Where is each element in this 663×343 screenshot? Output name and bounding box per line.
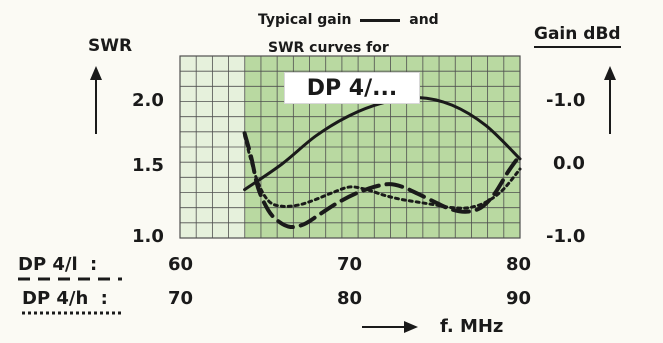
right-tick: 0.0 bbox=[553, 153, 585, 174]
plot-border bbox=[179, 55, 521, 239]
left-tick: 2.0 bbox=[132, 90, 164, 111]
title-typical-gain: Typical gain bbox=[258, 12, 352, 28]
frequency-axis-arrow-head bbox=[404, 321, 418, 333]
x-tick: 60 bbox=[168, 254, 194, 275]
title-line-1: Typical gain and bbox=[258, 12, 439, 28]
gain-axis-arrow-head bbox=[604, 66, 616, 80]
left-tick: 1.5 bbox=[132, 155, 164, 176]
gain-legend-line bbox=[360, 18, 401, 22]
model-label: DP 4/... bbox=[284, 72, 420, 104]
x-tick: 80 bbox=[506, 254, 532, 275]
swr-axis-arrow-head bbox=[90, 66, 102, 80]
left-tick: 1.0 bbox=[132, 226, 164, 247]
x-tick: 70 bbox=[337, 254, 363, 275]
title-line-2: SWR curves for bbox=[268, 40, 389, 56]
left-axis-label: SWR bbox=[88, 36, 133, 56]
x-row-label-dp4h: DP 4/h : bbox=[22, 288, 108, 309]
title-and: and bbox=[409, 12, 439, 28]
x-row-label-dp4l: DP 4/l : bbox=[18, 254, 98, 275]
x-tick: 70 bbox=[168, 288, 194, 309]
x-tick: 80 bbox=[337, 288, 363, 309]
x-axis-label: f. MHz bbox=[440, 316, 504, 337]
swr-curve-dotted bbox=[243, 134, 522, 210]
right-tick: -1.0 bbox=[546, 226, 586, 247]
right-tick: -1.0 bbox=[546, 90, 586, 111]
x-tick: 90 bbox=[506, 288, 532, 309]
right-axis-label: Gain dBd bbox=[534, 24, 621, 48]
axis-decorations bbox=[18, 66, 616, 333]
swr-curve-dashed bbox=[242, 131, 522, 230]
